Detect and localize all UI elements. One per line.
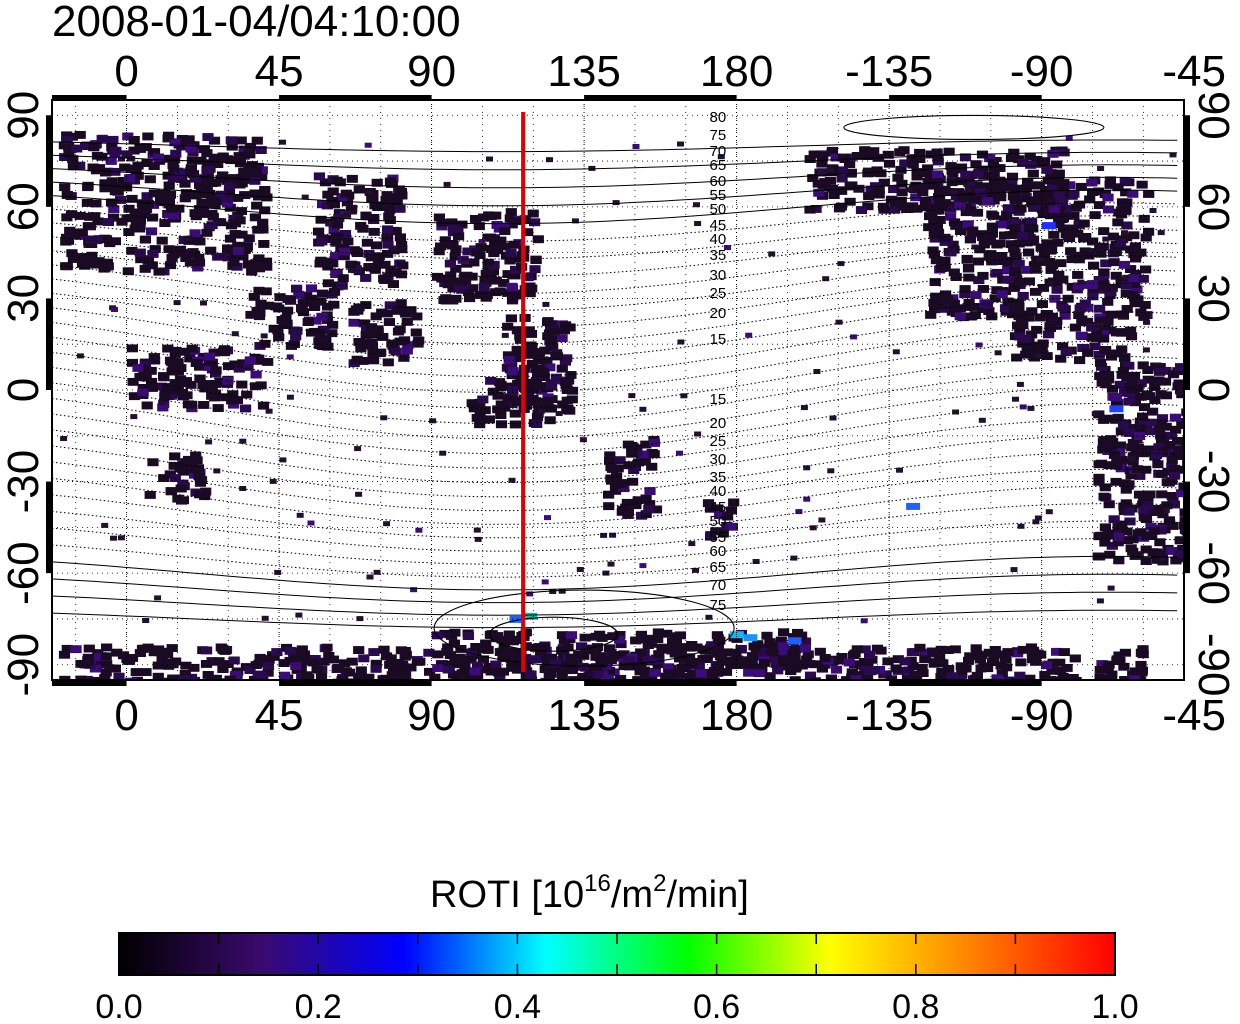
contour-label: 60 xyxy=(710,173,727,190)
lon-tick-label-bottom: -45 xyxy=(1162,691,1226,740)
roti-map: 8075706560555045403530252015152025303540… xyxy=(0,47,1238,740)
lon-tick-label-top: -135 xyxy=(845,47,933,96)
colorbar-title-exp1: 16 xyxy=(584,870,611,897)
contour-label: 50 xyxy=(710,513,727,530)
lat-tick-label-right: -90 xyxy=(1189,633,1238,697)
lat-tick-label-right: -30 xyxy=(1189,450,1238,514)
colorbar-ticks: 0.0 0.2 0.4 0.6 0.8 1.0 xyxy=(95,933,1139,1024)
lon-tick-label-top: -90 xyxy=(1010,47,1074,96)
contour-label: 30 xyxy=(710,451,727,468)
axis-bars xyxy=(46,95,1190,686)
lat-tick-label-right: 90 xyxy=(1189,91,1238,140)
contour-label: 80 xyxy=(710,109,727,126)
axis-tick-labels: 0045459090135135180180-135-135-90-90-45-… xyxy=(0,47,1238,740)
contour-label: 25 xyxy=(710,433,727,450)
contour-label: 20 xyxy=(710,305,727,322)
lon-tick-label-top: -45 xyxy=(1162,47,1226,96)
contour-label: 15 xyxy=(710,331,727,348)
lat-tick-label-left: 0 xyxy=(0,378,48,402)
colorbar-tick-label: 0.2 xyxy=(295,988,342,1024)
lon-tick-label-top: 45 xyxy=(255,47,304,96)
lon-tick-label-bottom: 135 xyxy=(547,691,620,740)
lat-tick-label-right: -60 xyxy=(1189,541,1238,605)
contour-label: 40 xyxy=(710,231,727,248)
contour-label: 70 xyxy=(710,143,727,160)
lon-tick-label-top: 0 xyxy=(114,47,138,96)
colorbar-title-main: ROTI [10 xyxy=(430,874,585,916)
lat-tick-label-left: 90 xyxy=(0,91,48,140)
colorbar-title-exp2: 2 xyxy=(653,870,667,897)
contour-label: 45 xyxy=(710,217,727,234)
contour-label: 20 xyxy=(710,415,727,432)
contour-label: 25 xyxy=(710,285,727,302)
lat-tick-label-left: 60 xyxy=(0,182,48,231)
lon-tick-label-bottom: 90 xyxy=(407,691,456,740)
contour-label: 30 xyxy=(710,267,727,284)
lat-tick-label-right: 0 xyxy=(1189,378,1238,402)
colorbar-tick-label: 0.6 xyxy=(693,988,740,1024)
contour-label: 65 xyxy=(710,559,727,576)
contour-label: 75 xyxy=(710,597,727,614)
lon-tick-label-bottom: 0 xyxy=(114,691,138,740)
colorbar-tick-label: 0.8 xyxy=(892,988,939,1024)
lat-tick-label-left: -60 xyxy=(0,541,48,605)
lat-tick-label-right: 30 xyxy=(1189,274,1238,323)
contour-label: 35 xyxy=(710,469,727,486)
contour-label: 65 xyxy=(710,157,727,174)
lon-tick-label-top: 135 xyxy=(547,47,620,96)
lon-tick-label-bottom: 45 xyxy=(255,691,304,740)
colorbar-gradient xyxy=(118,932,1116,976)
lat-tick-label-right: 60 xyxy=(1189,182,1238,231)
contour-label: 45 xyxy=(710,499,727,516)
plot-title: 2008-01-04/04:10:00 xyxy=(52,0,461,46)
contour-label: 55 xyxy=(710,187,727,204)
contour-label: 70 xyxy=(710,577,727,594)
colorbar-title-end: /min] xyxy=(666,874,749,916)
contour-label: 55 xyxy=(710,529,727,546)
contour-label: 40 xyxy=(710,483,727,500)
colorbar-title-mid: /m xyxy=(610,874,654,916)
contour-label: 75 xyxy=(710,127,727,144)
magnetic-latitude-contours xyxy=(52,114,1178,667)
colorbar-tick-label: 0.4 xyxy=(494,988,541,1024)
contour-label: 35 xyxy=(710,247,727,264)
lat-tick-label-left: 30 xyxy=(0,274,48,323)
colorbar-title: ROTI [1016/m2/min] xyxy=(430,872,749,918)
contour-labels: 8075706560555045403530252015152025303540… xyxy=(710,109,727,614)
contour-label: 15 xyxy=(710,391,727,408)
lon-tick-label-bottom: -135 xyxy=(845,691,933,740)
lon-tick-label-top: 90 xyxy=(407,47,456,96)
colorbar-tick-label: 1.0 xyxy=(1091,988,1138,1024)
lon-tick-label-bottom: -90 xyxy=(1010,691,1074,740)
contour-label: 60 xyxy=(710,543,727,560)
lat-tick-label-left: -30 xyxy=(0,450,48,514)
lat-tick-label-left: -90 xyxy=(0,633,48,697)
contour-label: 50 xyxy=(710,201,727,218)
lon-tick-label-bottom: 180 xyxy=(700,691,773,740)
colorbar-tick-label: 0.0 xyxy=(95,988,142,1024)
lon-tick-label-top: 180 xyxy=(700,47,773,96)
